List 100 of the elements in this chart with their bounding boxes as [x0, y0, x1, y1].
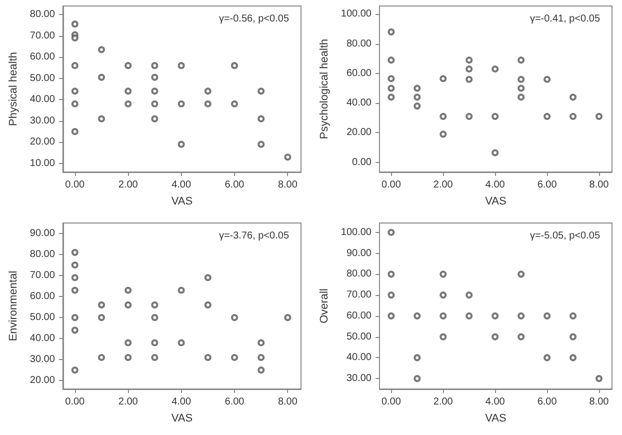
point	[204, 301, 212, 308]
y-axis-title: Psychological health	[318, 38, 330, 140]
y-tick-label: 20.00	[30, 136, 56, 148]
point	[204, 274, 212, 282]
point	[518, 56, 525, 64]
point	[492, 149, 499, 156]
point	[204, 354, 212, 361]
point	[570, 333, 577, 340]
y-tick-label: 40.00	[346, 98, 372, 109]
x-tick-label: 0.00	[65, 180, 86, 190]
point	[178, 286, 185, 294]
point	[466, 65, 473, 72]
point	[151, 115, 158, 122]
point	[466, 76, 473, 83]
point	[178, 62, 185, 70]
point	[98, 354, 105, 361]
point	[388, 228, 395, 236]
x-tick-label: 4.00	[485, 396, 506, 408]
point	[258, 115, 265, 122]
x-tick-label: 2.00	[118, 180, 138, 190]
y-tick-label: 80.00	[30, 249, 56, 260]
point	[151, 74, 158, 81]
y-tick-label: 20.00	[346, 127, 372, 138]
x-tick-label: 8.00	[589, 396, 610, 408]
point	[71, 314, 78, 322]
point	[414, 84, 421, 92]
point	[570, 312, 577, 320]
point	[231, 354, 238, 361]
y-tick-label: 60.00	[30, 52, 56, 63]
point	[151, 100, 158, 108]
point	[284, 154, 292, 161]
y-tick-label: 10.00	[30, 158, 56, 169]
point	[124, 62, 132, 70]
point	[466, 292, 473, 299]
point	[71, 262, 78, 269]
y-tick-label: 20.00	[30, 375, 56, 386]
point	[440, 292, 447, 299]
point	[151, 62, 158, 70]
point	[258, 366, 265, 374]
point	[518, 94, 525, 101]
point	[388, 28, 395, 36]
point	[414, 102, 421, 110]
x-axis-title: VAS	[171, 196, 193, 208]
y-tick-label: 50.00	[346, 331, 372, 342]
point	[71, 366, 78, 374]
point	[258, 354, 265, 361]
point	[71, 100, 78, 108]
point	[492, 333, 499, 340]
point	[151, 354, 158, 361]
point	[466, 312, 473, 320]
annotation: γ=-3.76, p<0.05	[218, 230, 290, 242]
x-tick-label: 2.00	[433, 396, 454, 408]
x-tick-label: 6.00	[224, 180, 245, 190]
point	[440, 75, 447, 82]
y-tick-label: 30.00	[30, 354, 56, 366]
annotation: γ=-5.05, p<0.05	[530, 230, 600, 242]
point	[71, 248, 78, 256]
point	[596, 375, 603, 382]
x-axis-title: VAS	[171, 412, 193, 424]
point	[518, 84, 525, 92]
point	[440, 333, 447, 340]
point	[544, 76, 551, 83]
point	[414, 312, 421, 320]
x-tick-label: 8.00	[278, 396, 298, 408]
point	[570, 354, 577, 362]
point	[98, 74, 105, 81]
point	[71, 88, 78, 95]
x-tick-label: 4.00	[172, 396, 192, 408]
point	[388, 56, 395, 64]
point	[414, 354, 421, 362]
point	[440, 312, 447, 320]
point	[204, 88, 212, 95]
point	[178, 140, 185, 148]
x-tick-label: 2.00	[433, 180, 454, 190]
point	[231, 62, 238, 70]
point	[124, 354, 132, 361]
point	[492, 112, 499, 120]
point	[124, 339, 132, 346]
point	[388, 84, 395, 92]
point	[544, 312, 551, 320]
x-tick-label: 4.00	[485, 180, 506, 190]
y-tick-label: 60.00	[346, 68, 372, 79]
point	[124, 100, 132, 108]
x-tick-label: 8.00	[278, 180, 298, 190]
y-axis-title: Overall	[318, 288, 330, 324]
y-axis-title: Physical health	[8, 52, 20, 126]
point	[518, 333, 525, 340]
point	[596, 112, 603, 120]
point	[151, 301, 158, 308]
y-tick-label: 70.00	[30, 30, 56, 42]
y-tick-label: 0.00	[352, 156, 372, 168]
point	[124, 88, 132, 95]
point	[544, 354, 551, 362]
x-tick-label: 8.00	[589, 180, 610, 190]
point	[71, 20, 78, 28]
y-tick-label: 50.00	[30, 72, 56, 84]
y-tick-label: 80.00	[30, 9, 56, 20]
x-tick-label: 6.00	[224, 396, 245, 408]
point	[388, 94, 395, 101]
point	[388, 292, 395, 299]
